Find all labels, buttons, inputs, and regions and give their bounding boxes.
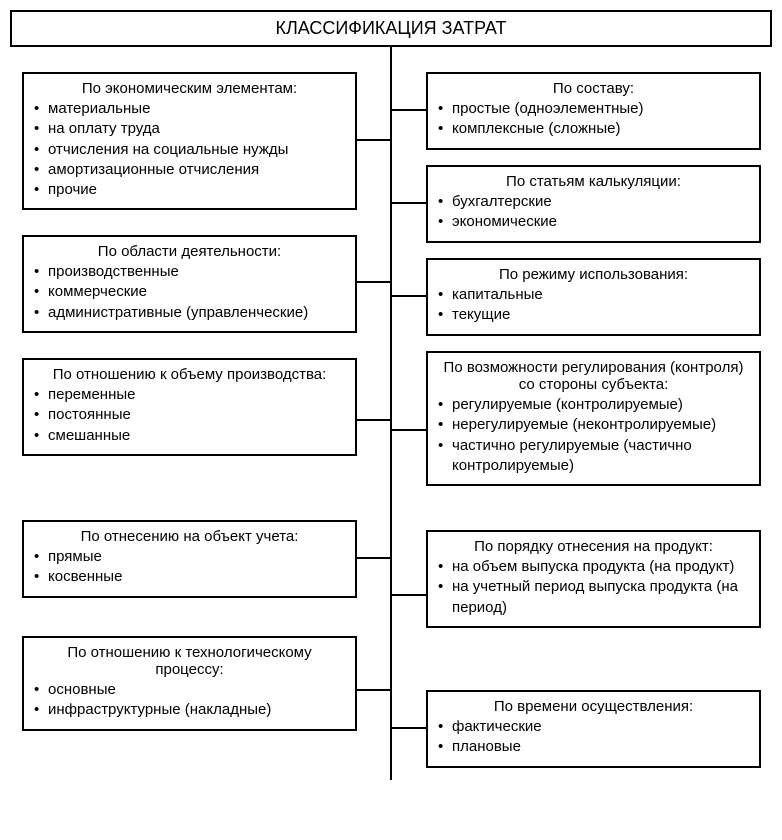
- category-items: прямыекосвенные: [34, 547, 345, 588]
- list-item: плановые: [438, 737, 749, 757]
- list-item: бухгалтерские: [438, 192, 749, 212]
- category-composition: По составу: простые (одноэлементные)компл…: [426, 72, 761, 150]
- category-title: По возможности регулирования (контроля) …: [438, 359, 749, 393]
- list-item: на учетный период выпуска продукта (на п…: [438, 577, 749, 618]
- category-items: производственныекоммерческиеадминистрати…: [34, 262, 345, 323]
- category-usage-mode: По режиму использования: капитальныетекущ…: [426, 258, 761, 336]
- category-title: По отношению к объему производства:: [34, 366, 345, 383]
- list-item: материальные: [34, 99, 345, 119]
- category-items: переменныепостоянныесмешанные: [34, 385, 345, 446]
- category-items: регулируемые (контролируемые)нерегулируе…: [438, 395, 749, 476]
- list-item: административные (управленческие): [34, 303, 345, 323]
- category-title: По области деятельности:: [34, 243, 345, 260]
- category-items: бухгалтерскиеэкономические: [438, 192, 749, 233]
- category-title: По отношению к технологическому процессу…: [34, 644, 345, 678]
- list-item: косвенные: [34, 567, 345, 587]
- category-title: По порядку отнесения на продукт:: [438, 538, 749, 555]
- category-production-volume: По отношению к объему производства: перем…: [22, 358, 357, 456]
- category-title: По составу:: [438, 80, 749, 97]
- list-item: простые (одноэлементные): [438, 99, 749, 119]
- category-items: фактическиеплановые: [438, 717, 749, 758]
- category-title: По режиму использования:: [438, 266, 749, 283]
- category-accounting-object: По отнесению на объект учета: прямыекосве…: [22, 520, 357, 598]
- list-item: регулируемые (контролируемые): [438, 395, 749, 415]
- category-calculation-items: По статьям калькуляции: бухгалтерскиеэкон…: [426, 165, 761, 243]
- list-item: смешанные: [34, 426, 345, 446]
- list-item: экономические: [438, 212, 749, 232]
- category-tech-process: По отношению к технологическому процессу…: [22, 636, 357, 731]
- list-item: производственные: [34, 262, 345, 282]
- category-activity-area: По области деятельности: производственные…: [22, 235, 357, 333]
- list-item: прямые: [34, 547, 345, 567]
- list-item: на объем выпуска продукта (на продукт): [438, 557, 749, 577]
- category-title: По времени осуществления:: [438, 698, 749, 715]
- list-item: нерегулируемые (неконтролируемые): [438, 415, 749, 435]
- category-items: основныеинфраструктурные (накладные): [34, 680, 345, 721]
- category-items: материальныена оплату трудаотчисления на…: [34, 99, 345, 200]
- list-item: отчисления на социальные нужды: [34, 140, 345, 160]
- category-title: По статьям калькуляции:: [438, 173, 749, 190]
- list-item: переменные: [34, 385, 345, 405]
- category-economic-elements: По экономическим элементам: материальныен…: [22, 72, 357, 210]
- list-item: постоянные: [34, 405, 345, 425]
- list-item: капитальные: [438, 285, 749, 305]
- category-regulation: По возможности регулирования (контроля) …: [426, 351, 761, 486]
- list-item: прочие: [34, 180, 345, 200]
- category-items: простые (одноэлементные)комплексные (сло…: [438, 99, 749, 140]
- category-items: на объем выпуска продукта (на продукт)на…: [438, 557, 749, 618]
- category-timing: По времени осуществления: фактическиеплан…: [426, 690, 761, 768]
- category-product-attribution: По порядку отнесения на продукт: на объем…: [426, 530, 761, 628]
- list-item: основные: [34, 680, 345, 700]
- list-item: амортизационные отчисления: [34, 160, 345, 180]
- list-item: на оплату труда: [34, 119, 345, 139]
- category-items: капитальныетекущие: [438, 285, 749, 326]
- list-item: инфраструктурные (накладные): [34, 700, 345, 720]
- category-title: По экономическим элементам:: [34, 80, 345, 97]
- diagram-container: КЛАССИФИКАЦИЯ ЗАТРАТ По экономическим эл…: [10, 10, 772, 830]
- list-item: фактические: [438, 717, 749, 737]
- list-item: коммерческие: [34, 282, 345, 302]
- list-item: текущие: [438, 305, 749, 325]
- list-item: комплексные (сложные): [438, 119, 749, 139]
- category-title: По отнесению на объект учета:: [34, 528, 345, 545]
- list-item: частично регулируемые (частично контроли…: [438, 436, 749, 477]
